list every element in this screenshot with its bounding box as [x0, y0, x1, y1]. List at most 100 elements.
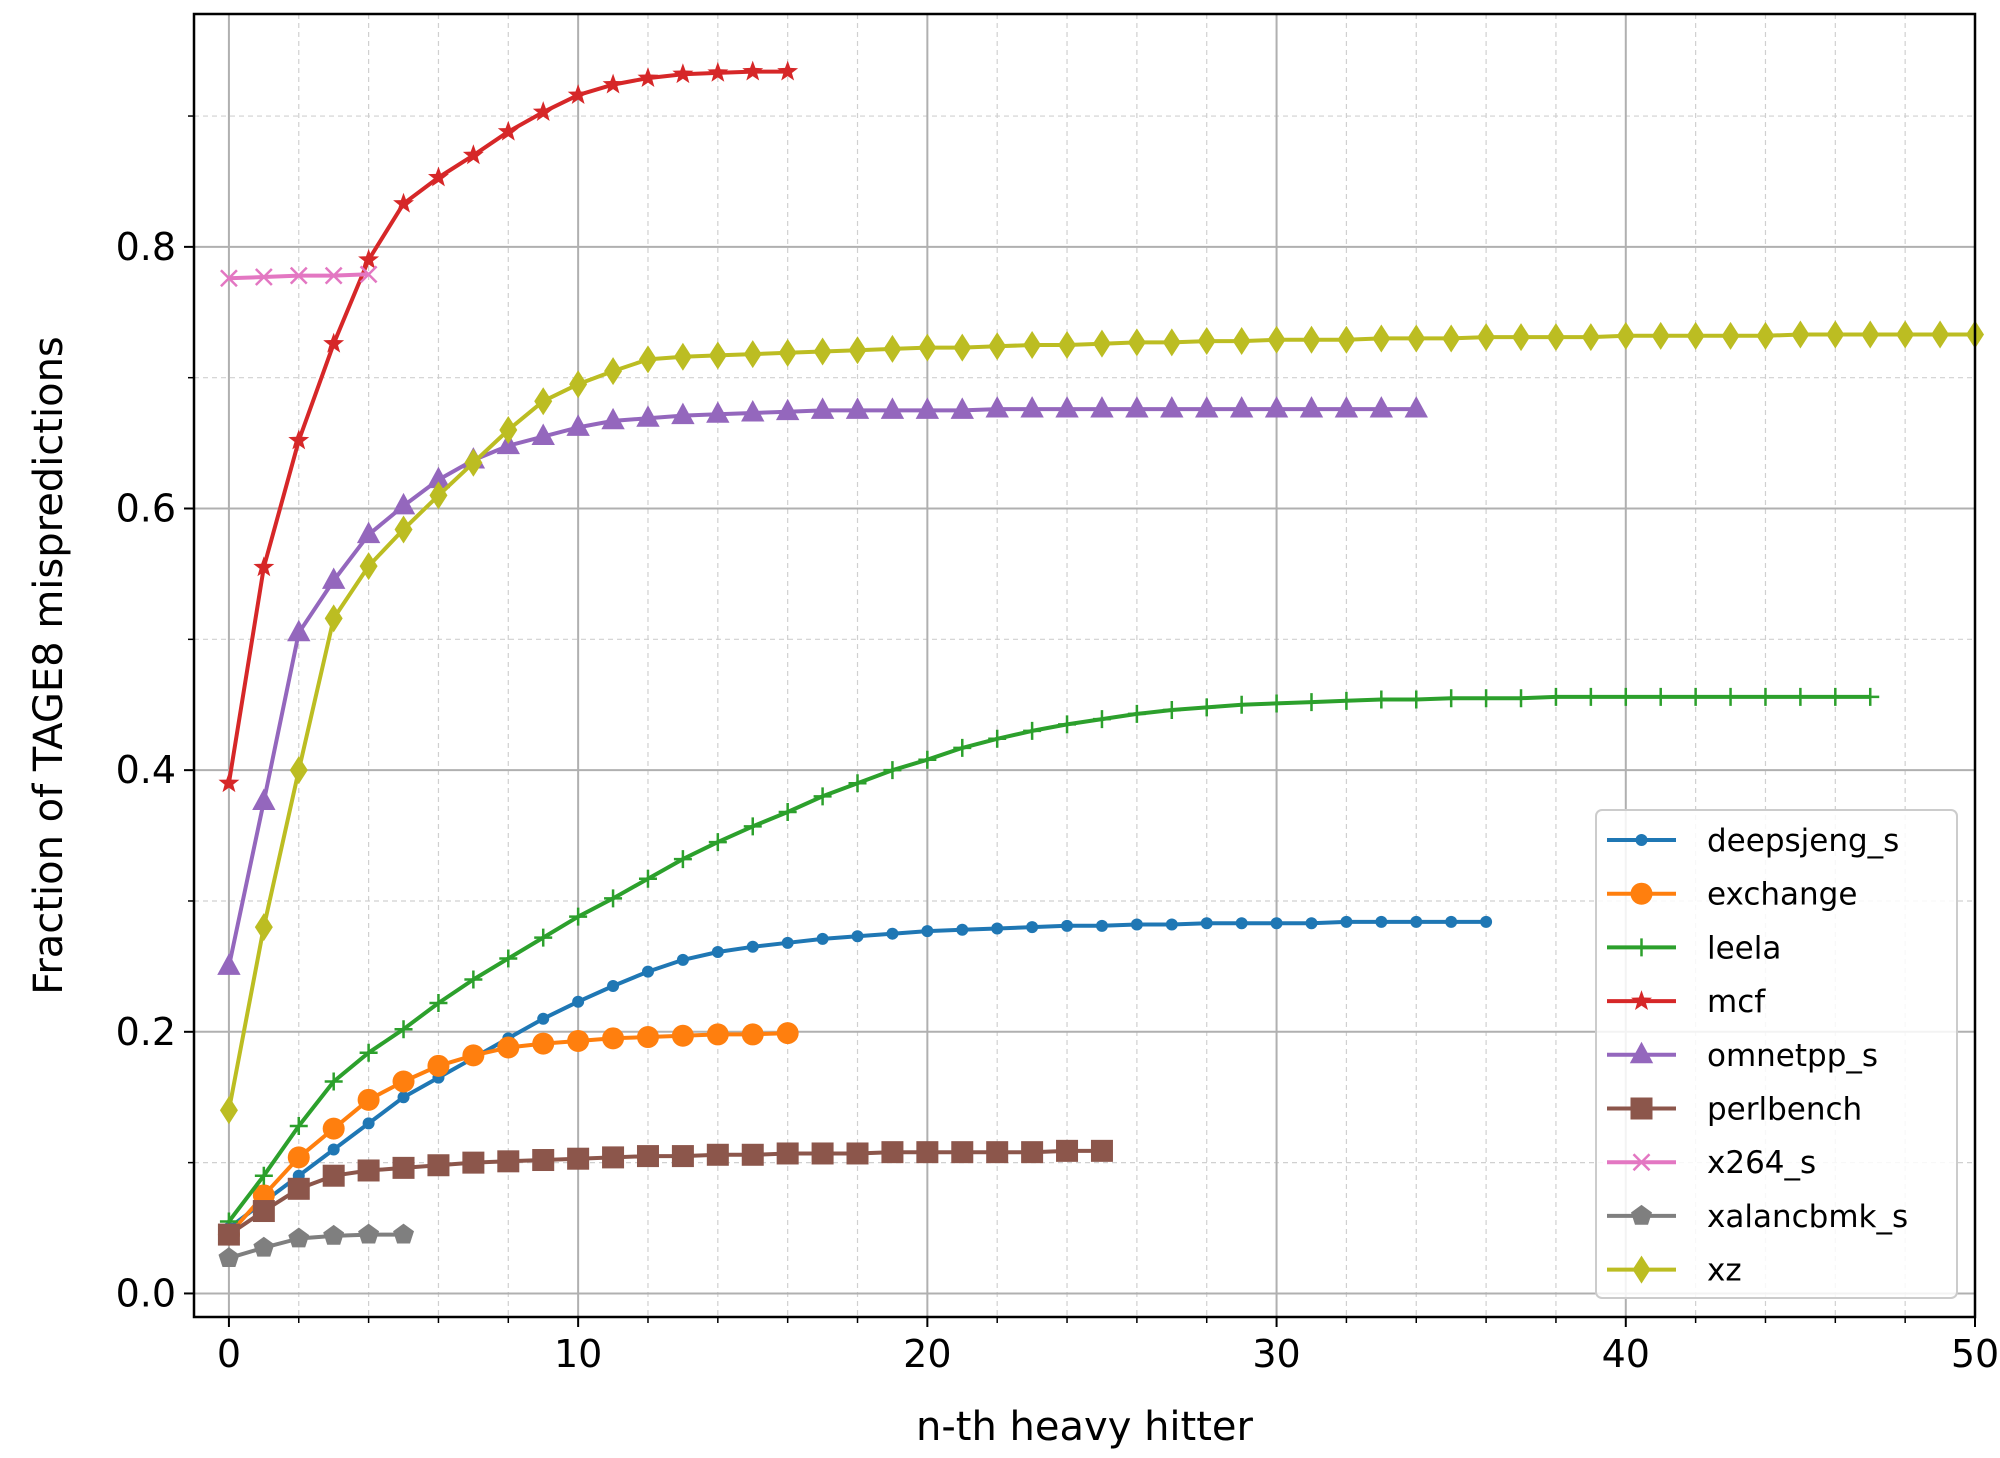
- data-point-xz: [1302, 325, 1321, 354]
- data-point-xz: [219, 1096, 238, 1125]
- data-point-deepsjeng_s: [1165, 918, 1178, 931]
- data-point-xz: [1616, 321, 1635, 350]
- data-point-perlbench: [951, 1141, 974, 1164]
- data-point-deepsjeng_s: [1375, 915, 1388, 928]
- data-point-leela: [324, 1072, 343, 1091]
- data-point-perlbench: [776, 1142, 799, 1165]
- data-point-perlbench: [706, 1143, 729, 1166]
- data-point-deepsjeng_s: [816, 932, 829, 945]
- data-point-xz: [1267, 325, 1286, 354]
- data-point-omnetpp_s: [671, 402, 695, 425]
- data-point-perlbench: [846, 1142, 869, 1165]
- data-point-deepsjeng_s: [362, 1117, 375, 1130]
- legend-label-omnetpp_s: omnetpp_s: [1707, 1038, 1878, 1074]
- data-point-perlbench: [1090, 1139, 1113, 1162]
- data-point-mcf: [323, 332, 345, 353]
- data-point-omnetpp_s: [1195, 396, 1219, 418]
- data-point-mcf: [462, 144, 484, 165]
- data-point-leela: [499, 949, 518, 968]
- data-point-deepsjeng_s: [956, 923, 969, 936]
- legend-label-deepsjeng_s: deepsjeng_s: [1707, 823, 1899, 859]
- data-point-xz: [534, 387, 553, 416]
- data-point-omnetpp_s: [845, 397, 870, 419]
- data-point-leela: [1756, 687, 1775, 706]
- legend-label-xz: xz: [1707, 1253, 1742, 1289]
- legend-marker-omnetpp_s: [1629, 1041, 1654, 1064]
- data-point-deepsjeng_s: [537, 1012, 550, 1025]
- data-point-xz: [1721, 321, 1740, 350]
- data-point-xz: [1791, 320, 1810, 349]
- data-point-omnetpp_s: [1020, 396, 1044, 418]
- legend-marker-xz: [1632, 1255, 1651, 1284]
- data-point-x264_s: [324, 266, 343, 285]
- data-point-exchange: [532, 1032, 555, 1055]
- legend-item-leela: leela: [1607, 930, 1781, 966]
- data-point-mcf: [602, 73, 624, 94]
- data-point-leela: [918, 750, 937, 769]
- data-point-xz: [1477, 323, 1496, 352]
- data-point-xz: [1162, 328, 1181, 357]
- data-point-deepsjeng_s: [921, 925, 934, 938]
- data-point-xz: [1372, 324, 1391, 353]
- series-perlbench: [217, 1139, 1113, 1246]
- data-point-exchange: [671, 1024, 694, 1047]
- data-point-omnetpp_s: [775, 398, 800, 421]
- data-point-leela: [359, 1043, 378, 1062]
- data-point-exchange: [776, 1022, 799, 1045]
- data-point-xz: [1058, 330, 1077, 359]
- legend-item-exchange: exchange: [1607, 877, 1857, 913]
- data-point-xz: [1127, 328, 1146, 357]
- plot-series: [217, 60, 1984, 1267]
- data-point-omnetpp_s: [321, 567, 346, 589]
- data-point-perlbench: [532, 1149, 555, 1172]
- data-point-deepsjeng_s: [886, 927, 899, 940]
- data-point-mcf: [707, 61, 729, 82]
- data-point-leela: [883, 761, 902, 780]
- legend-marker-mcf: [1631, 990, 1652, 1010]
- data-point-deepsjeng_s: [1410, 915, 1423, 928]
- data-point-omnetpp_s: [217, 953, 241, 975]
- data-point-xz: [1512, 323, 1531, 352]
- data-point-xz: [499, 416, 518, 445]
- axes: 0 10 20 30 40 50 0.0 0.2 0.4 0.6 0.8: [116, 115, 1999, 1376]
- data-point-perlbench: [602, 1146, 625, 1169]
- data-point-mcf: [288, 429, 310, 450]
- data-point-deepsjeng_s: [851, 930, 864, 943]
- x-tick-label: 0: [217, 1332, 241, 1376]
- data-point-xalancbmk_s: [323, 1224, 345, 1245]
- data-point-mcf: [358, 248, 380, 269]
- data-point-deepsjeng_s: [1270, 917, 1283, 930]
- data-point-omnetpp_s: [426, 466, 451, 489]
- y-axis-label: Fraction of TAGE8 mispredictions: [26, 336, 72, 995]
- data-point-omnetpp_s: [741, 400, 765, 422]
- data-point-leela: [1512, 689, 1531, 708]
- legend-box: [1595, 809, 1958, 1299]
- data-point-exchange: [567, 1029, 590, 1052]
- data-point-perlbench: [217, 1223, 240, 1246]
- data-point-xz: [1197, 327, 1216, 356]
- data-point-deepsjeng_s: [711, 946, 724, 959]
- legend-item-xz: xz: [1607, 1253, 1742, 1289]
- data-point-mcf: [567, 84, 589, 104]
- data-point-omnetpp_s: [880, 397, 905, 419]
- y-tick-label: 0.6: [116, 487, 176, 531]
- data-point-leela: [1372, 690, 1391, 709]
- data-point-deepsjeng_s: [991, 922, 1004, 935]
- data-point-omnetpp_s: [1090, 396, 1114, 418]
- legend: deepsjeng_s exchange leela mcf omnetpp_sperl…: [1595, 809, 1958, 1299]
- data-point-xz: [918, 333, 937, 362]
- legend-marker-exchange: [1630, 882, 1653, 905]
- data-point-leela: [289, 1117, 308, 1135]
- legend-marker-perlbench: [1630, 1097, 1653, 1120]
- data-point-omnetpp_s: [391, 492, 416, 515]
- legend-marker-xalancbmk_s: [1631, 1204, 1652, 1225]
- data-point-deepsjeng_s: [572, 995, 585, 1008]
- data-point-omnetpp_s: [1404, 396, 1428, 418]
- data-point-deepsjeng_s: [1480, 915, 1493, 928]
- x-axis-label: n-th heavy hitter: [916, 1404, 1254, 1450]
- data-point-omnetpp_s: [1125, 396, 1149, 418]
- data-point-leela: [1442, 689, 1461, 708]
- data-point-leela: [1686, 687, 1705, 706]
- data-point-omnetpp_s: [601, 407, 625, 430]
